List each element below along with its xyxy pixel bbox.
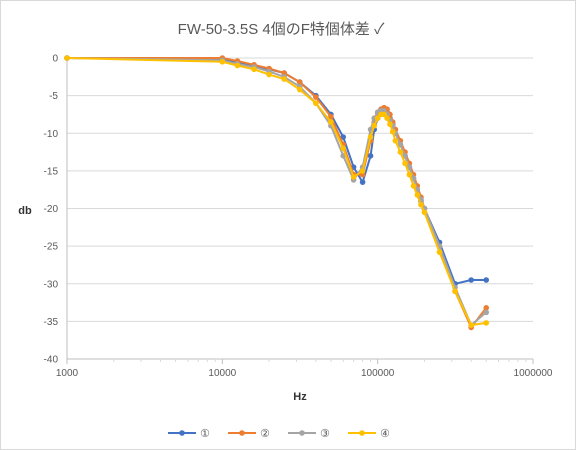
data-point [387,121,393,128]
data-point [452,288,458,295]
data-point [266,71,272,78]
data-point [313,94,319,100]
x-tick-label: 1000000 [514,368,553,379]
data-point [296,86,303,93]
chart-legend: ① ② ③ ④ [168,427,390,440]
data-point [374,115,381,121]
x-tick-label: 10000 [208,368,236,379]
data-point [359,179,366,185]
data-point [468,322,474,328]
legend-marker [179,430,185,436]
legend-label: ④ [380,427,390,440]
series-group [64,55,490,331]
y-axis-label: db [18,205,32,217]
y-tick-label: -20 [44,204,59,215]
data-point [397,141,404,148]
data-point [483,320,490,326]
data-point [328,119,334,125]
x-tick-label: 1000 [56,368,79,379]
y-tick-label: -5 [49,91,58,102]
data-point [483,305,490,311]
data-point [392,137,399,144]
data-point [483,277,490,283]
data-point [384,115,390,121]
legend-label: ③ [320,427,330,440]
y-tick-label: -30 [44,279,59,290]
series-line-3 [66,57,487,327]
legend-marker [239,430,245,436]
data-point [350,174,357,180]
axes: 0 -5 -10 -15 -20 -25 -30 -35 -40 1000 10000 100000 1… [44,54,553,380]
data-point [313,100,319,106]
data-point [251,66,257,73]
legend-marker [299,430,305,436]
legend-marker [359,430,365,436]
grid-lines [67,57,533,322]
y-tick-label: -40 [44,355,59,366]
legend-label: ① [200,427,210,440]
data-point [281,76,287,82]
legend-label: ② [260,427,270,440]
data-point [421,209,428,216]
data-point [340,134,347,140]
data-point [367,153,374,159]
data-point [436,249,443,255]
data-point [340,145,347,152]
series-line-2 [67,57,487,329]
data-point [414,192,421,198]
data-point [328,113,334,120]
y-tick-label: -15 [44,166,59,177]
data-point [406,171,413,178]
data-point [219,58,226,65]
data-point [410,183,417,189]
data-point [418,201,424,208]
data-point [402,153,408,159]
data-point [296,79,303,85]
y-tick-label: -35 [44,317,59,328]
data-point [371,122,378,129]
x-tick-label: 100000 [361,368,395,379]
data-point [359,168,366,174]
data-point [389,128,396,135]
y-tick-label: -25 [44,242,59,253]
data-point [483,309,490,316]
y-tick-label: -10 [44,129,59,140]
data-point [381,111,387,118]
data-point [367,134,374,140]
data-point [402,160,408,167]
series-line-4 [66,57,487,327]
data-point [468,277,474,283]
chart-title: FW-50-3.5S 4個のF特個体差 ✓ [178,21,385,38]
data-point [64,55,70,61]
data-point [397,149,404,155]
x-axis-label: Hz [293,391,307,403]
y-tick-label: 0 [52,54,58,65]
data-point [234,62,241,69]
